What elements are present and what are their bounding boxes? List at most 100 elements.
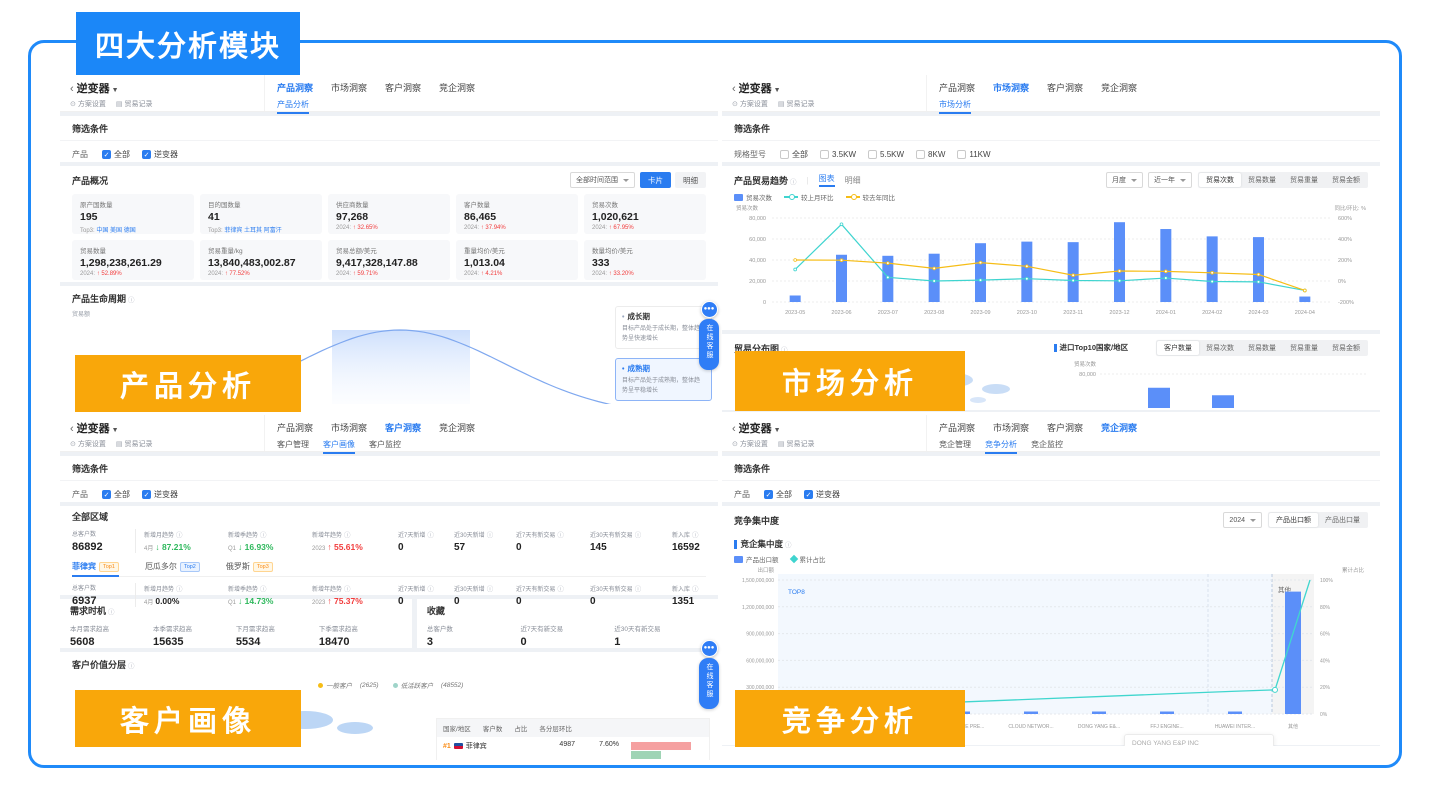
competition-subtab[interactable]: 竞争分析 bbox=[985, 439, 1017, 454]
product-filter-checkbox[interactable]: 全部 bbox=[764, 489, 792, 500]
info-icon[interactable]: ⓘ bbox=[557, 586, 564, 593]
insight-tab[interactable]: 市场洞察 bbox=[331, 83, 368, 93]
info-icon[interactable]: ⓘ bbox=[486, 532, 494, 539]
country-tab[interactable]: 俄罗斯 Top3 bbox=[226, 561, 273, 572]
import-top10-chart[interactable]: 贸易次数 80,000 bbox=[1052, 360, 1372, 408]
trade-record-link[interactable]: ▤ 贸易记录 bbox=[777, 101, 815, 108]
competition-subtab[interactable]: 竞企监控 bbox=[1031, 440, 1063, 449]
info-icon[interactable]: ⓘ bbox=[557, 532, 564, 539]
insight-tab[interactable]: 产品洞察 bbox=[277, 83, 314, 93]
info-icon[interactable]: ⓘ bbox=[781, 346, 788, 354]
legend-item[interactable]: 较去年同比 bbox=[845, 192, 895, 202]
metric-button[interactable]: 贸易次数 bbox=[1199, 173, 1241, 187]
spec-filter-checkbox[interactable]: 全部 bbox=[780, 149, 808, 160]
metric-button[interactable]: 贸易金额 bbox=[1332, 345, 1360, 352]
metric-button[interactable]: 贸易重量 bbox=[1290, 177, 1318, 184]
insight-tab[interactable]: 客户洞察 bbox=[385, 423, 422, 433]
trade-trend-chart[interactable]: 贸易次数 同比/环比: % 80,000 600% 60,000 400% 40,000 20… bbox=[728, 202, 1373, 330]
info-icon[interactable]: ⓘ bbox=[176, 586, 183, 593]
metric-button[interactable]: 贸易数量 bbox=[1248, 177, 1276, 184]
insight-tab[interactable]: 产品洞察 bbox=[939, 83, 976, 93]
insight-tab[interactable]: 市场洞察 bbox=[993, 83, 1030, 93]
product-filter-checkbox[interactable]: 全部 bbox=[102, 489, 130, 500]
scheme-setting-link[interactable]: ⊙ 方案设置 bbox=[70, 101, 106, 108]
customer-subtab[interactable]: 客户画像 bbox=[323, 439, 355, 454]
info-icon[interactable]: ⓘ bbox=[128, 663, 135, 670]
product-selector[interactable]: ‹ 逆变器 ▼ bbox=[70, 423, 119, 435]
info-icon[interactable]: ⓘ bbox=[128, 297, 135, 304]
info-icon[interactable]: ⓘ bbox=[344, 532, 351, 539]
info-icon[interactable]: ⓘ bbox=[790, 178, 797, 186]
chart-view-tab[interactable]: 图表 bbox=[818, 173, 835, 187]
info-icon[interactable]: ⓘ bbox=[692, 532, 699, 539]
back-icon[interactable]: ‹ bbox=[732, 83, 736, 95]
year-select[interactable]: 2024 bbox=[1223, 512, 1262, 528]
period-select[interactable]: 月度 bbox=[1106, 172, 1143, 188]
insight-tab[interactable]: 竞企洞察 bbox=[1101, 423, 1138, 433]
country-tab[interactable]: 厄瓜多尔 Top2 bbox=[145, 561, 200, 572]
lifecycle-stage-card[interactable]: 成熟期 目标产品处于成熟期，整体趋势呈平稳增长 bbox=[615, 358, 712, 402]
country-tab[interactable]: 菲律宾 Top1 bbox=[72, 561, 119, 577]
metric-button[interactable]: 产品出口量 bbox=[1325, 517, 1360, 524]
back-icon[interactable]: ‹ bbox=[70, 83, 74, 95]
table-row[interactable]: #1 菲律宾 4987 7.60% bbox=[437, 737, 709, 760]
info-icon[interactable]: ⓘ bbox=[692, 586, 699, 593]
card-view-button[interactable]: 卡片 bbox=[640, 172, 671, 188]
detail-view-button[interactable]: 明细 bbox=[675, 172, 706, 188]
info-icon[interactable]: ⓘ bbox=[260, 532, 267, 539]
competition-subtab[interactable]: 竞企管理 bbox=[939, 440, 971, 449]
legend-item[interactable]: 累计占比 bbox=[789, 554, 826, 564]
legend-item[interactable]: 贸易次数 bbox=[734, 192, 772, 202]
legend-item[interactable]: 产品出口额 bbox=[734, 554, 779, 564]
trade-record-link[interactable]: ▤ 贸易记录 bbox=[777, 441, 815, 448]
product-selector[interactable]: ‹ 逆变器 ▼ bbox=[732, 423, 781, 435]
legend-item[interactable]: 一般客户 (2625) bbox=[318, 680, 379, 690]
insight-tab[interactable]: 客户洞察 bbox=[1047, 83, 1084, 93]
info-icon[interactable]: ⓘ bbox=[427, 586, 434, 593]
back-icon[interactable]: ‹ bbox=[732, 423, 736, 435]
insight-tab[interactable]: 市场洞察 bbox=[993, 423, 1030, 433]
insight-tab[interactable]: 竞企洞察 bbox=[1101, 83, 1138, 93]
info-icon[interactable]: ⓘ bbox=[634, 532, 642, 539]
scheme-setting-link[interactable]: ⊙ 方案设置 bbox=[732, 101, 768, 108]
product-selector[interactable]: ‹ 逆变器 ▼ bbox=[70, 83, 119, 95]
info-icon[interactable]: ⓘ bbox=[427, 532, 434, 539]
lifecycle-chart[interactable] bbox=[70, 318, 618, 404]
insight-tab[interactable]: 竞企洞察 bbox=[439, 423, 476, 433]
scheme-setting-link[interactable]: ⊙ 方案设置 bbox=[732, 441, 768, 448]
metric-button[interactable]: 客户数量 bbox=[1157, 341, 1199, 355]
spec-filter-checkbox[interactable]: 8KW bbox=[916, 149, 945, 160]
insight-tab[interactable]: 竞企洞察 bbox=[439, 83, 476, 93]
time-range-select[interactable]: 全部时间范围 bbox=[570, 172, 635, 188]
product-filter-checkbox[interactable]: 全部 bbox=[102, 149, 130, 160]
customer-subtab[interactable]: 客户监控 bbox=[369, 440, 401, 449]
online-service-button[interactable]: ●●● 在线客服 bbox=[699, 640, 719, 709]
scheme-setting-link[interactable]: ⊙ 方案设置 bbox=[70, 441, 106, 448]
product-filter-checkbox[interactable]: 逆变器 bbox=[142, 149, 178, 160]
metric-button[interactable]: 贸易金额 bbox=[1332, 177, 1360, 184]
product-filter-checkbox[interactable]: 逆变器 bbox=[142, 489, 178, 500]
insight-tab[interactable]: 客户洞察 bbox=[385, 83, 422, 93]
subtab-market-analysis[interactable]: 市场分析 bbox=[939, 99, 971, 114]
online-service-button[interactable]: ●●● 在线客服 bbox=[699, 301, 719, 370]
info-icon[interactable]: ⓘ bbox=[486, 586, 494, 593]
spec-filter-checkbox[interactable]: 3.5KW bbox=[820, 149, 856, 160]
customer-subtab[interactable]: 客户管理 bbox=[277, 440, 309, 449]
product-filter-checkbox[interactable]: 逆变器 bbox=[804, 489, 840, 500]
range-select[interactable]: 近一年 bbox=[1148, 172, 1192, 188]
spec-filter-checkbox[interactable]: 5.5KW bbox=[868, 149, 904, 160]
subtab-product-analysis[interactable]: 产品分析 bbox=[277, 99, 309, 114]
info-icon[interactable]: ⓘ bbox=[344, 586, 351, 593]
info-icon[interactable]: ⓘ bbox=[108, 609, 115, 616]
product-selector[interactable]: ‹ 逆变器 ▼ bbox=[732, 83, 781, 95]
metric-button[interactable]: 贸易次数 bbox=[1206, 345, 1234, 352]
insight-tab[interactable]: 产品洞察 bbox=[939, 423, 976, 433]
spec-filter-checkbox[interactable]: 11KW bbox=[957, 149, 991, 160]
trade-record-link[interactable]: ▤ 贸易记录 bbox=[115, 441, 153, 448]
info-icon[interactable]: ⓘ bbox=[634, 586, 642, 593]
info-icon[interactable]: ⓘ bbox=[176, 532, 183, 539]
insight-tab[interactable]: 产品洞察 bbox=[277, 423, 314, 433]
insight-tab[interactable]: 市场洞察 bbox=[331, 423, 368, 433]
detail-view-tab[interactable]: 明细 bbox=[844, 175, 861, 185]
info-icon[interactable]: ⓘ bbox=[260, 586, 267, 593]
